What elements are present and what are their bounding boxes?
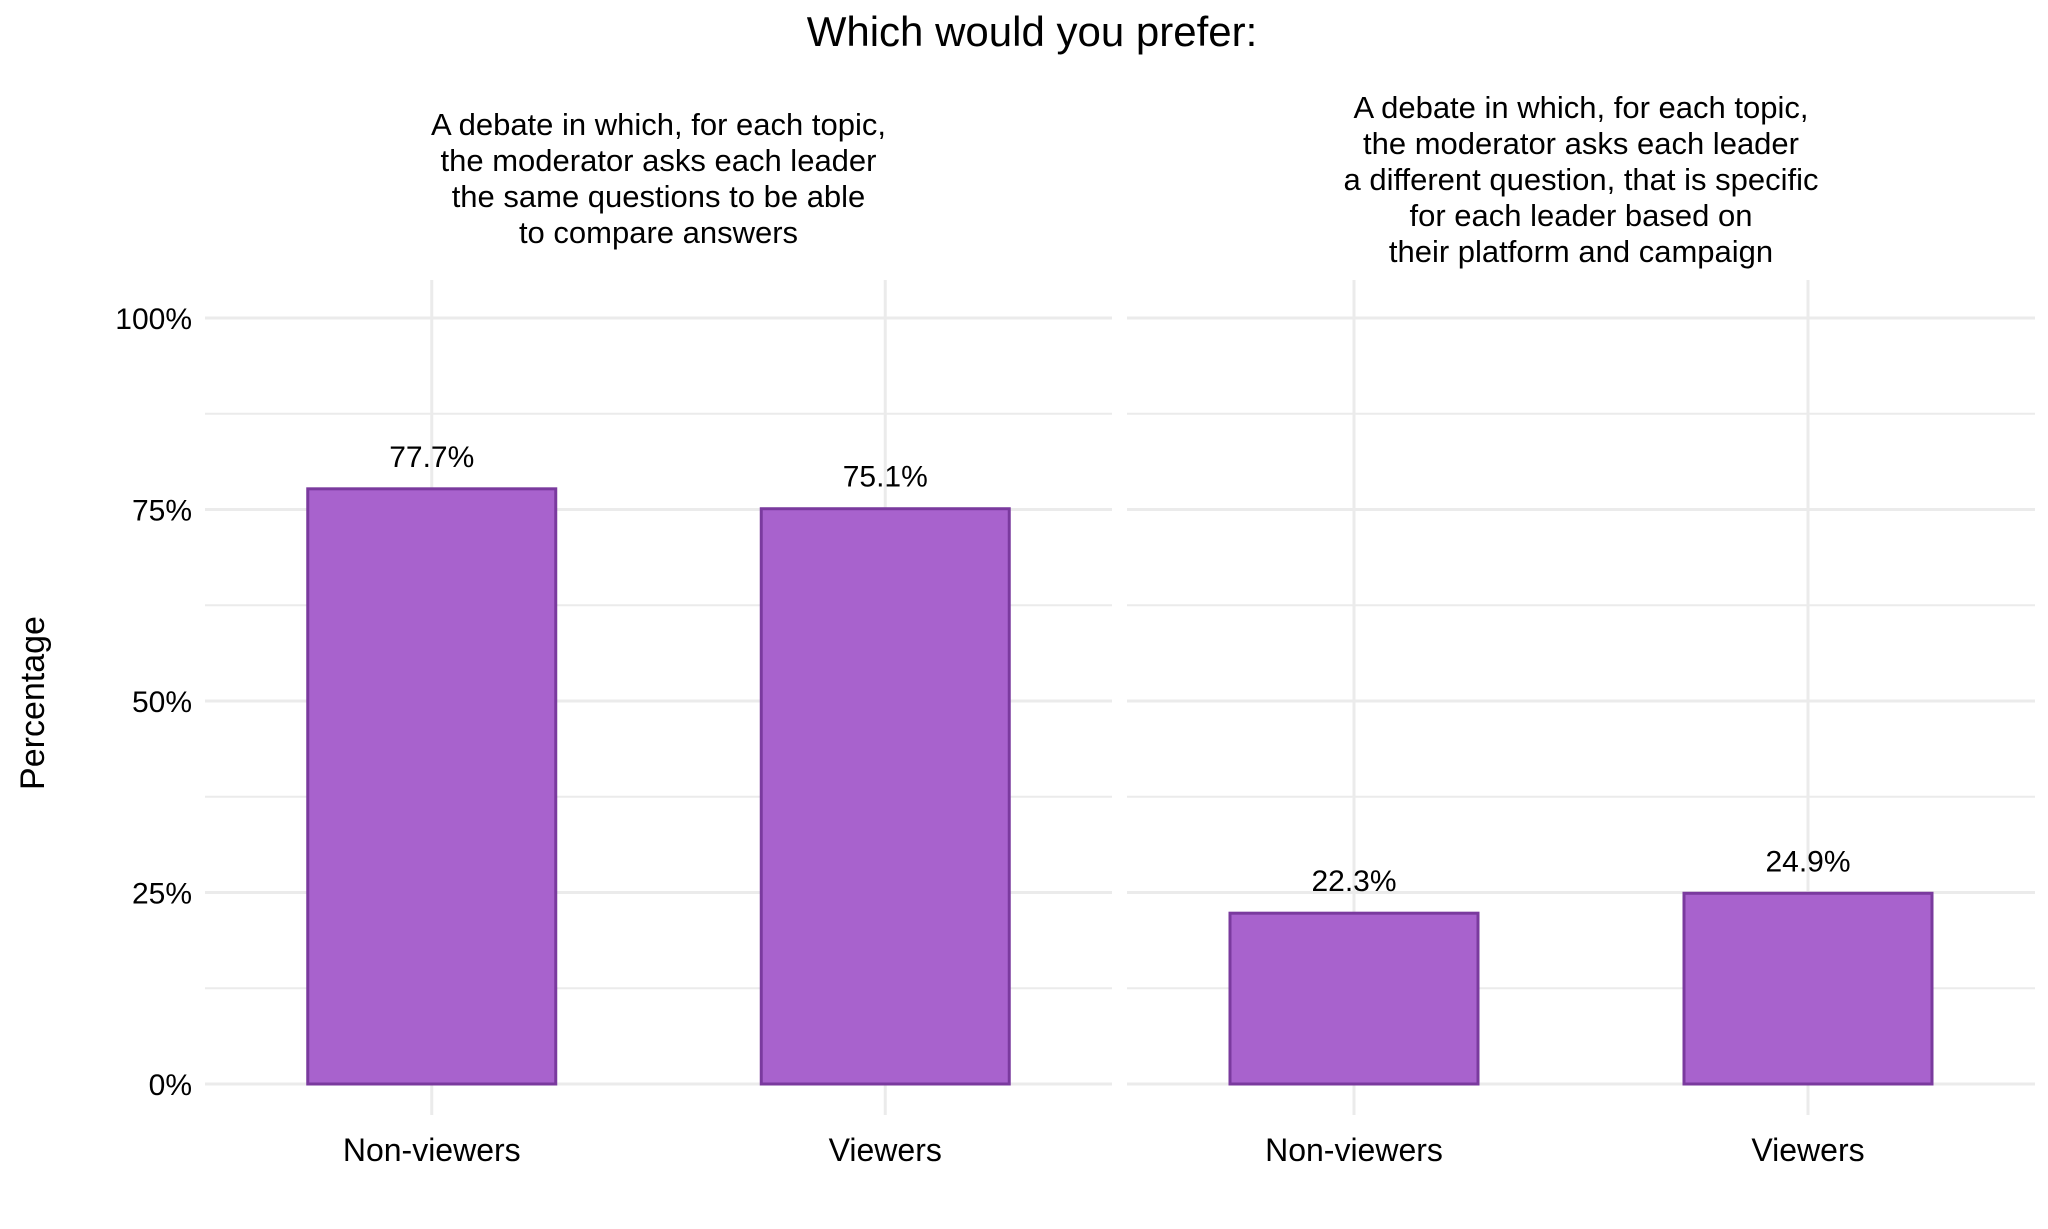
panel-title-line: A debate in which, for each topic, — [1354, 90, 1809, 125]
x-tick-label: Viewers — [829, 1132, 942, 1168]
y-axis-label: Percentage — [14, 616, 52, 790]
panel-2: A debate in which, for each topic, the mo… — [1127, 90, 2035, 1168]
bar-value-label: 22.3% — [1311, 865, 1396, 898]
bar-value-label: 75.1% — [843, 461, 928, 494]
panel-1: A debate in which, for each topic, the mo… — [205, 107, 1112, 1168]
panel-title-line: a different question, that is specific — [1343, 162, 1818, 197]
panel-title-line: the same questions to be able — [452, 179, 866, 214]
y-tick-label: 100% — [115, 303, 192, 336]
panel-title-line: the moderator asks each leader — [441, 143, 877, 178]
panel-title-line: the moderator asks each leader — [1363, 126, 1799, 161]
y-axis-ticks: 0% 25% 50% 75% 100% — [115, 303, 192, 1102]
x-tick-label: Non-viewers — [343, 1132, 521, 1168]
bar-non-viewers — [1228, 911, 1480, 1086]
bar-viewers — [759, 507, 1011, 1086]
bar-value-label: 24.9% — [1765, 845, 1850, 878]
chart-title: Which would you prefer: — [807, 8, 1258, 55]
panel-title-line: for each leader based on — [1410, 198, 1753, 233]
bar-value-label: 77.7% — [389, 441, 474, 474]
y-tick-label: 25% — [132, 878, 192, 911]
chart-panels: A debate in which, for each topic, the mo… — [205, 90, 2035, 1168]
x-tick-label: Viewers — [1751, 1132, 1864, 1168]
y-tick-label: 50% — [132, 686, 192, 719]
y-tick-label: 75% — [132, 495, 192, 528]
y-tick-label: 0% — [149, 1069, 192, 1102]
panel-title-line: to compare answers — [519, 215, 798, 250]
panel-title-line: A debate in which, for each topic, — [431, 107, 886, 142]
panel-title: A debate in which, for each topic, the mo… — [1343, 90, 1818, 269]
x-tick-label: Non-viewers — [1265, 1132, 1443, 1168]
panel-title-line: their platform and campaign — [1389, 234, 1773, 269]
bar-non-viewers — [306, 487, 558, 1086]
bar-viewers — [1682, 891, 1934, 1086]
panel-title: A debate in which, for each topic, the mo… — [431, 107, 886, 250]
